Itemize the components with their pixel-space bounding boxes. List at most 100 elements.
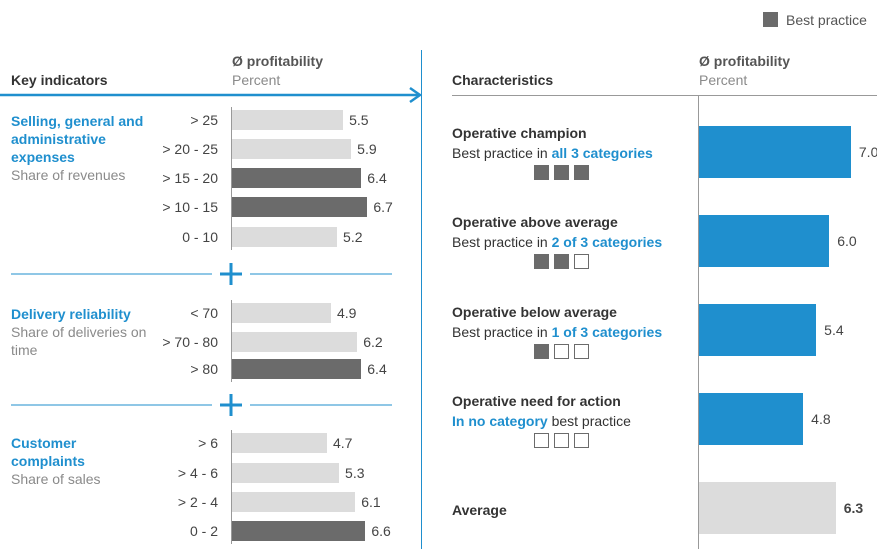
item-desc: Best practice in all 3 categories bbox=[452, 145, 653, 161]
best-practice-box bbox=[534, 254, 549, 269]
group-title: Selling, general and administrative expe… bbox=[11, 113, 144, 165]
value-label: 4.9 bbox=[336, 305, 357, 321]
range-label: > 10 - 15 bbox=[162, 199, 218, 215]
value-label: 6.3 bbox=[843, 500, 864, 516]
best-practice-box bbox=[534, 433, 549, 448]
value-label: 6.4 bbox=[367, 170, 387, 186]
left-unit: Percent bbox=[232, 72, 281, 88]
bar bbox=[232, 168, 362, 188]
best-practice-box bbox=[554, 254, 569, 269]
plus-separator bbox=[11, 394, 392, 416]
group-title: Customer complaints bbox=[11, 435, 85, 469]
item-name: Operative above average bbox=[452, 214, 618, 230]
right-metric: Ø profitability bbox=[699, 53, 790, 69]
value-label: 6.7 bbox=[373, 199, 393, 215]
bar bbox=[232, 433, 327, 453]
value-label: 6.1 bbox=[361, 494, 381, 510]
best-practice-box bbox=[534, 165, 549, 180]
bar bbox=[232, 227, 338, 247]
range-label: > 6 bbox=[198, 435, 218, 451]
value-label: 5.5 bbox=[349, 112, 369, 128]
group-axis bbox=[231, 107, 232, 250]
bar-axis bbox=[698, 95, 699, 549]
value-label: 7.0 bbox=[858, 144, 877, 160]
desc-part: Best practice in bbox=[452, 234, 552, 250]
bar bbox=[232, 463, 340, 483]
legend-swatch bbox=[763, 12, 778, 27]
bar bbox=[232, 492, 356, 512]
desc-part: all 3 categories bbox=[551, 145, 653, 161]
best-practice-box bbox=[534, 344, 549, 359]
value-label: 5.3 bbox=[345, 465, 365, 481]
value-label: 6.4 bbox=[367, 361, 387, 377]
group-subtitle: Share of sales bbox=[11, 471, 101, 487]
value-label: 5.4 bbox=[824, 322, 844, 338]
value-label: 6.0 bbox=[837, 233, 857, 249]
best-practice-box bbox=[574, 433, 589, 448]
range-label: < 70 bbox=[190, 305, 218, 321]
range-label: > 2 - 4 bbox=[177, 494, 218, 510]
right-unit: Percent bbox=[699, 72, 748, 88]
range-label: > 80 bbox=[190, 361, 218, 377]
range-label: > 4 - 6 bbox=[177, 465, 218, 481]
bar bbox=[699, 482, 836, 534]
bar bbox=[699, 126, 851, 178]
desc-part: 1 of 3 categories bbox=[551, 324, 663, 340]
item-name: Operative below average bbox=[452, 304, 617, 320]
item-desc: Best practice in 1 of 3 categories bbox=[452, 324, 662, 340]
range-label: > 25 bbox=[190, 112, 218, 128]
left-header: Key indicators bbox=[11, 72, 108, 88]
item-name: Operative champion bbox=[452, 125, 587, 141]
bar bbox=[232, 359, 362, 379]
group-subtitle: Share of revenues bbox=[11, 167, 126, 183]
plus-separator bbox=[11, 263, 392, 285]
group-subtitle: Share of deliveries on time bbox=[11, 324, 147, 358]
bar bbox=[232, 197, 368, 217]
desc-part: best practice bbox=[547, 413, 631, 429]
bar bbox=[699, 304, 817, 356]
item-name: Average bbox=[452, 502, 507, 518]
best-practice-box bbox=[574, 165, 589, 180]
header-rule bbox=[452, 95, 877, 96]
value-label: 5.9 bbox=[357, 141, 377, 157]
best-practice-box bbox=[554, 165, 569, 180]
value-label: 4.7 bbox=[332, 435, 353, 451]
best-practice-box bbox=[554, 433, 569, 448]
bar bbox=[232, 332, 358, 352]
group-title: Delivery reliability bbox=[11, 306, 131, 322]
value-label: 6.6 bbox=[371, 523, 391, 539]
right-header: Characteristics bbox=[452, 72, 554, 88]
bar bbox=[699, 393, 804, 445]
range-label: 0 - 10 bbox=[182, 229, 218, 245]
range-label: > 70 - 80 bbox=[162, 334, 218, 350]
group-axis bbox=[231, 300, 232, 382]
desc-part: Best practice in bbox=[452, 324, 552, 340]
range-label: > 20 - 25 bbox=[162, 141, 218, 157]
group-label: Delivery reliability Share of deliveries … bbox=[11, 305, 151, 359]
range-label: > 15 - 20 bbox=[162, 170, 218, 186]
left-metric: Ø profitability bbox=[232, 53, 323, 69]
bar bbox=[232, 521, 366, 541]
legend-label: Best practice bbox=[786, 12, 867, 28]
group-label: Customer complaints Share of sales bbox=[11, 434, 151, 488]
desc-part: 2 of 3 categories bbox=[551, 234, 663, 250]
value-label: 5.2 bbox=[343, 229, 363, 245]
best-practice-box bbox=[554, 344, 569, 359]
bar bbox=[699, 215, 830, 267]
best-practice-box bbox=[574, 344, 589, 359]
desc-part: In no category bbox=[452, 413, 548, 429]
divider bbox=[421, 50, 422, 549]
group-label: Selling, general and administrative expe… bbox=[11, 112, 151, 184]
item-name: Operative need for action bbox=[452, 393, 621, 409]
desc-part: Best practice in bbox=[452, 145, 552, 161]
bar bbox=[232, 139, 352, 159]
value-label: 6.2 bbox=[363, 334, 383, 350]
item-desc: In no category best practice bbox=[452, 413, 631, 429]
best-practice-box bbox=[574, 254, 589, 269]
bar bbox=[232, 303, 331, 323]
group-axis bbox=[231, 430, 232, 544]
bar bbox=[232, 110, 344, 130]
item-desc: Best practice in 2 of 3 categories bbox=[452, 234, 662, 250]
range-label: 0 - 2 bbox=[189, 523, 218, 539]
